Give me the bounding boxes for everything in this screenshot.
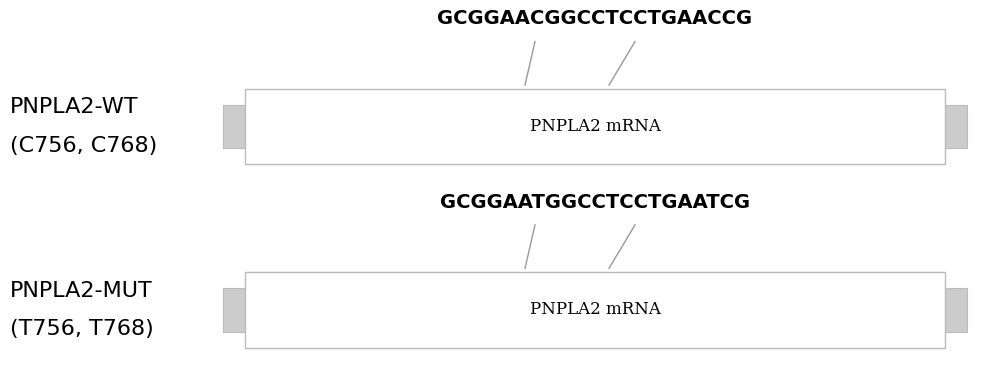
Bar	[245, 272, 945, 348]
Text: GCGGAATGGCCTCCTGAATCG: GCGGAATGGCCTCCTGAATCG	[440, 193, 750, 212]
Bar	[945, 105, 967, 149]
Bar	[223, 288, 245, 332]
Text: (C756, C768): (C756, C768)	[10, 136, 157, 156]
Bar	[223, 105, 245, 149]
Text: PNPLA2-MUT: PNPLA2-MUT	[10, 280, 153, 301]
Bar	[245, 89, 945, 164]
Text: PNPLA2 mRNA: PNPLA2 mRNA	[530, 118, 660, 135]
Text: PNPLA2-WT: PNPLA2-WT	[10, 97, 138, 117]
Text: GCGGAACGGCCTCCTGAACCG: GCGGAACGGCCTCCTGAACCG	[437, 9, 753, 28]
Text: PNPLA2 mRNA: PNPLA2 mRNA	[530, 302, 660, 318]
Text: (T756, T768): (T756, T768)	[10, 319, 154, 339]
Bar	[945, 288, 967, 332]
